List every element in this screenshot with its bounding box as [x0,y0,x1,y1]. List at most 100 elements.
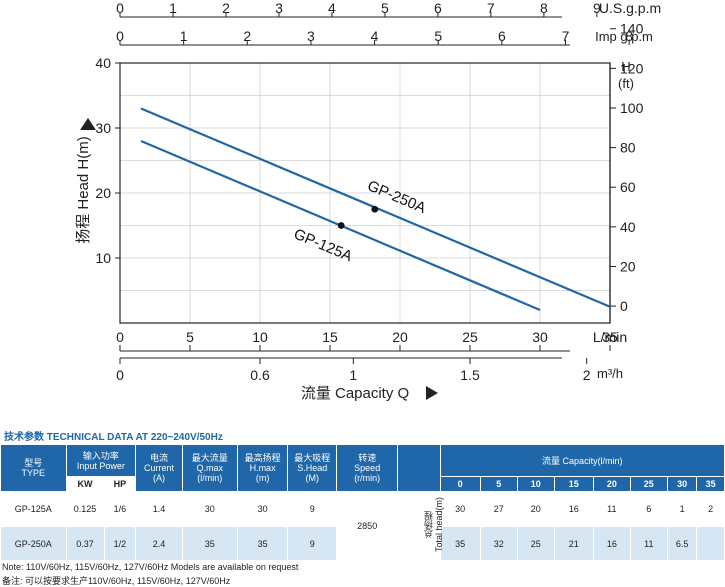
capacity-header: 流量 Capacity(l/min) [439,444,725,477]
lmin-tick-label: 0 [116,329,124,345]
model-cell: GP-250A [0,526,67,561]
head-cell: 25 [516,526,555,561]
capacity-col-25: 25 [629,476,668,492]
usgpm-unit-label: U.S.g.p.m [599,0,661,16]
lmin-tick-label: 10 [252,329,268,345]
ft-tick-label: 140 [620,21,644,37]
kw-cell: 0.37 [65,526,105,561]
usgpm-tick-label: 3 [275,0,283,16]
table-row: GP-125A 0.125 1/6 1.4 30 30 9 2850 总扬程 To… [0,491,725,561]
hmax-cell: 30 [236,491,289,527]
hp-cell: 1/2 [103,526,137,561]
head-cell: 21 [553,526,594,561]
impgpm-tick-label: 0 [116,28,124,44]
capacity-col-20: 20 [592,476,631,492]
y-axis-arrow-icon [80,118,96,130]
head-cell: 6 [629,491,668,527]
performance-chart: 10 20 30 40 扬程 Head H(m) 0 20 40 60 80 100 120 140 H(… [75,0,661,402]
shead-cell: 9 [287,526,338,561]
head-cell: 32 [479,526,518,561]
y-tick-label: 30 [95,120,111,136]
x-axis-title: 流量 Capacity Q [301,385,409,402]
table-row: GP-250A 0.37 1/2 2.4 35 35 9 35 32 25 21… [0,526,725,561]
shead-header: 最大吸程 S.Head (M) [287,444,338,492]
capacity-col-30: 30 [666,476,698,492]
series-label: GP-125A [291,225,354,265]
input-power-header: 输入功率 Input Power [65,444,137,477]
hmax-header: 最高扬程 H.max (m) [236,444,289,492]
y-tick-label: 20 [95,185,111,201]
qmax-header: 最大流量 Q.max (l/min) [181,444,238,492]
type-header: 型号 TYPE [0,444,67,492]
ft-tick-label: 0 [620,298,628,314]
head-cell: 20 [516,491,555,527]
ft-unit-label: (ft) [618,76,634,91]
lmin-tick-label: 15 [322,329,338,345]
head-cell: 27 [479,491,518,527]
capacity-col-10: 10 [516,476,555,492]
qmax-cell: 30 [181,491,238,527]
usgpm-tick-label: 4 [328,0,336,16]
head-cell: 11 [629,526,668,561]
ft-tick-label: 60 [620,179,636,195]
technical-data-title: 技术参数 TECHNICAL DATA AT 220~240V/50Hz [4,432,223,443]
head-cell: 16 [592,526,631,561]
speed-header: 转速 Speed (r/min) [336,444,399,492]
technical-data-table: 型号 TYPE 输入功率 Input Power 电流 Current (A) 最大流量… [0,444,725,561]
impgpm-tick-label: 1 [180,28,188,44]
lmin-tick-label: 35 [602,329,618,345]
hp-header: HP [103,476,137,492]
m3h-tick-label: 0 [116,367,124,383]
head-cell [696,526,725,561]
speed-cell: 2850 [336,491,399,561]
usgpm-tick-label: 0 [116,0,124,16]
head-cell: 11 [592,491,631,527]
impgpm-tick-label: 5 [434,28,442,44]
m3h-tick-label: 1.5 [460,367,480,383]
impgpm-tick-label: 3 [307,28,315,44]
m3h-unit-label: m³/h [597,366,623,381]
usgpm-tick-label: 6 [434,0,442,16]
ft-unit-label: H [621,59,630,74]
shead-cell: 9 [287,491,338,527]
spacer-cell [397,491,424,561]
head-cell: 1 [666,491,698,527]
model-cell: GP-125A [0,491,67,527]
usgpm-tick-label: 1 [169,0,177,16]
head-cell: 16 [553,491,594,527]
usgpm-tick-label: 7 [487,0,495,16]
impgpm-tick-label: 7 [562,28,570,44]
kw-cell: 0.125 [65,491,105,527]
qmax-cell: 35 [181,526,238,561]
head-cell: 2 [696,491,725,527]
kw-header: KW [65,476,105,492]
note-chinese: 备注: 可以按要求生产110V/60Hz, 115V/60Hz, 127V/60… [2,576,231,586]
impgpm-tick-label: 4 [371,28,379,44]
impgpm-tick-label: 2 [243,28,251,44]
capacity-col-15: 15 [553,476,594,492]
impgpm-tick-label: 6 [498,28,506,44]
ft-tick-label: 100 [620,100,644,116]
total-head-label: 总扬程 Total head(m) [422,491,444,561]
lmin-tick-label: 20 [392,329,408,345]
capacity-col-5: 5 [479,476,518,492]
hmax-cell: 35 [236,526,289,561]
blank-header [397,444,441,492]
m3h-tick-label: 0.6 [250,367,270,383]
series-marker [337,222,345,229]
current-cell: 2.4 [135,526,183,561]
y-tick-label: 40 [95,55,111,71]
y-tick-label: 10 [95,250,111,266]
ft-tick-label: 120 [620,60,644,76]
m3h-tick-label: 2 [583,367,591,383]
capacity-col-0: 0 [439,476,481,492]
current-cell: 1.4 [135,491,183,527]
impgpm-unit-label: Imp g.p.m [595,29,653,44]
impgpm-tick-label: 8 [625,28,633,44]
head-cell: 6.5 [666,526,698,561]
lmin-unit-label: L/min [593,329,627,345]
lmin-tick-label: 25 [462,329,478,345]
note-english: Note: 110V/60Hz, 115V/60Hz, 127V/60Hz Mo… [2,562,299,572]
capacity-col-35: 35 [696,476,725,492]
